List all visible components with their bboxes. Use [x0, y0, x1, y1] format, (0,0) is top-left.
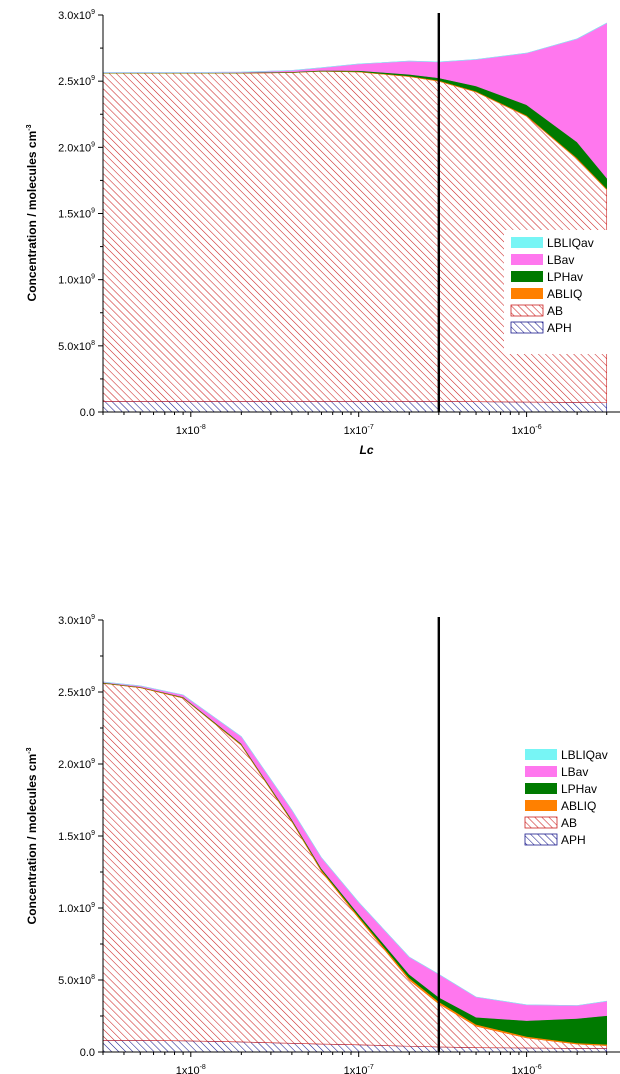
- y-tick-label: 3.0x109: [58, 614, 95, 627]
- legend-label-lbliqav: LBLIQav: [561, 748, 608, 762]
- y-tick-label: 5.0x108: [58, 340, 95, 353]
- area-ab: [103, 683, 608, 1049]
- legend-label-lphav: LPHav: [561, 782, 597, 796]
- legend-label-aph: APH: [547, 321, 572, 335]
- area-lbliqav: [103, 22, 607, 73]
- legend-label-abliq: ABLIQ: [561, 799, 596, 813]
- legend-swatch-lbav: [525, 766, 557, 777]
- y-tick-label: 1.5x109: [58, 830, 95, 843]
- y-tick-label: 2.5x109: [58, 75, 95, 88]
- y-tick-label: 1.0x109: [58, 274, 95, 287]
- legend-label-abliq: ABLIQ: [547, 287, 582, 301]
- legend-label-ab: AB: [547, 304, 563, 318]
- legend-label-lbliqav: LBLIQav: [547, 236, 594, 250]
- legend-label-ab: AB: [561, 816, 577, 830]
- x-tick-label: 1x10-7: [344, 1064, 374, 1074]
- legend-swatch-lphav: [511, 271, 543, 282]
- y-tick-label: 1.0x109: [58, 902, 95, 915]
- area-lbliqav: [103, 681, 607, 1006]
- legend-label-lphav: LPHav: [547, 270, 583, 284]
- y-tick-label: 0.0: [80, 407, 95, 419]
- x-tick-label: 1x10-7: [344, 424, 374, 437]
- y-axis-title: Concentration / molecules cm-3: [25, 124, 39, 301]
- x-tick-label: 1x10-8: [176, 1064, 206, 1074]
- legend-label-lbav: LBav: [561, 765, 588, 779]
- x-tick-label: 1x10-8: [176, 424, 206, 437]
- legend-swatch-ab: [510, 304, 544, 317]
- legend-swatch-lbav: [511, 254, 543, 265]
- chart-panel-bottom: 0.0 5.0x108 1.0x109 1.5x109 2.0x109 2.5x109 3.…: [25, 614, 620, 1074]
- legend-swatch-lphav: [525, 783, 557, 794]
- legend-swatch-lbliqav: [511, 237, 543, 248]
- y-tick-label: 2.0x109: [58, 758, 95, 771]
- legend-swatch-aph: [524, 833, 558, 846]
- area-aph: [103, 401, 608, 412]
- legend-label-lbav: LBav: [547, 253, 574, 267]
- y-tick-label: 2.5x109: [58, 686, 95, 699]
- x-tick-label: 1x10-6: [512, 1064, 542, 1074]
- y-tick-label: 2.0x109: [58, 141, 95, 154]
- y-tick-label: 0.0: [80, 1047, 95, 1059]
- y-tick-label: 3.0x109: [58, 9, 95, 22]
- area-group: [103, 681, 608, 1052]
- chart-panel-top: 0.0 5.0x108 1.0x109 1.5x109 2.0x109 2.5x109 3.…: [25, 9, 620, 457]
- x-axis-title: Lc: [359, 443, 373, 457]
- y-axis-title: Concentration / molecules cm-3: [25, 747, 39, 924]
- legend-swatch-abliq: [511, 288, 543, 299]
- y-tick-label: 1.5x109: [58, 208, 95, 221]
- legend-swatch-abliq: [525, 800, 557, 811]
- legend-label-aph: APH: [561, 833, 586, 847]
- y-tick-label: 5.0x108: [58, 974, 95, 987]
- x-tick-label: 1x10-6: [512, 424, 542, 437]
- legend-swatch-lbliqav: [525, 749, 557, 760]
- legend: LBLIQav LBav LPHav ABLIQ AB APH: [504, 230, 620, 354]
- legend-swatch-ab: [524, 816, 558, 829]
- area-group: [103, 22, 608, 412]
- legend-swatch-aph: [510, 321, 544, 334]
- legend: LBLIQav LBav LPHav ABLIQ AB APH: [524, 748, 608, 847]
